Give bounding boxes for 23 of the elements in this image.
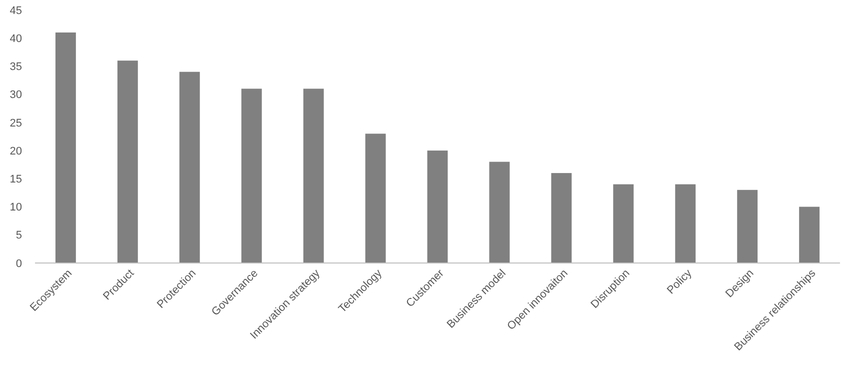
bar — [613, 184, 634, 263]
bar — [799, 206, 820, 263]
bar — [179, 72, 200, 263]
y-tick-label: 0 — [16, 258, 22, 270]
bar — [303, 88, 324, 263]
y-tick-label: 15 — [10, 174, 22, 186]
bar — [489, 162, 510, 263]
bar — [427, 150, 448, 263]
y-tick-label: 40 — [10, 32, 22, 45]
y-tick-label: 10 — [10, 202, 22, 214]
y-tick-label: 30 — [10, 89, 22, 102]
y-tick-label: 25 — [10, 117, 22, 130]
bar — [55, 32, 76, 263]
bar — [551, 173, 572, 263]
bar — [675, 184, 696, 263]
bar — [117, 60, 138, 263]
y-tick-label: 35 — [10, 61, 22, 74]
bar — [737, 190, 758, 263]
y-tick-label: 5 — [16, 230, 22, 242]
y-tick-label: 20 — [10, 145, 22, 158]
bar — [241, 88, 262, 263]
y-tick-label: 45 — [10, 4, 22, 17]
bar — [365, 134, 386, 263]
